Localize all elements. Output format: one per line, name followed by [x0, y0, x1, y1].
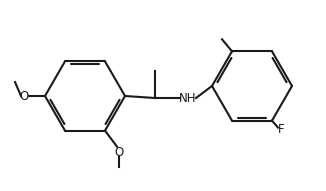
Text: F: F: [278, 123, 284, 136]
Text: O: O: [114, 146, 124, 159]
Text: NH: NH: [179, 91, 197, 104]
Text: O: O: [19, 90, 29, 103]
